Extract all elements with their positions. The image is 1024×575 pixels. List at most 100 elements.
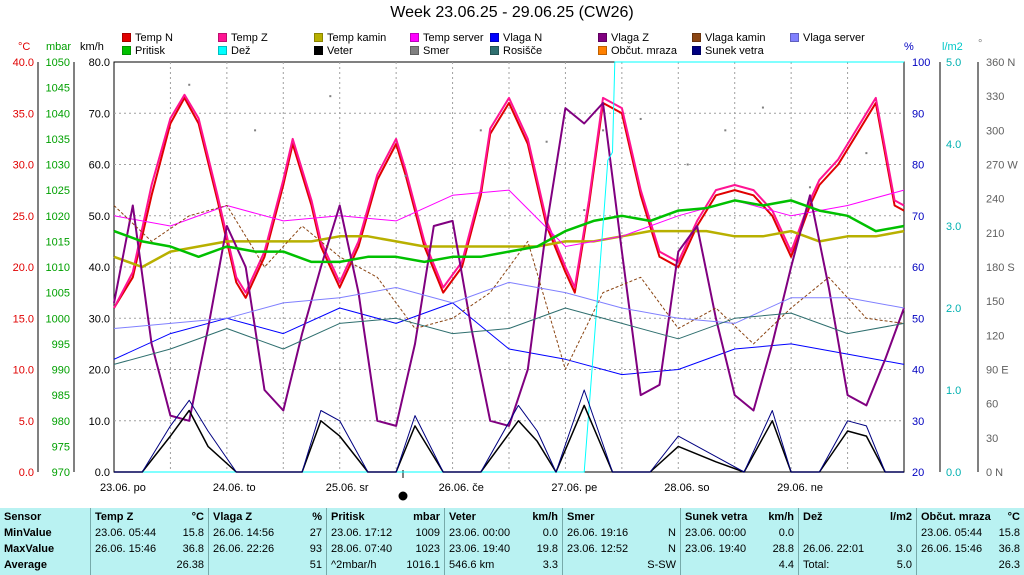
summary-date: 23.06. 05:44 (95, 527, 157, 539)
series-line-de- (114, 61, 904, 473)
legend-swatch (410, 33, 419, 42)
chart-title: Week 23.06.25 - 29.06.25 (CW26) (390, 4, 634, 21)
summary-date: 28.06. 07:40 (331, 543, 393, 555)
legend-item: Vlaga Z (598, 32, 649, 44)
summary-cell-row: ^2mbar/h 1016.1 (331, 557, 440, 573)
tick-label-humidity_pct: 70 (912, 211, 924, 223)
weather-chart: 0.0 5.0 10.0 15.0 20.0 25.0 30.0 35.0 40.0 °C 970 9… (13, 38, 1018, 501)
tick-label-temp_c: 20.0 (13, 262, 34, 274)
summary-column: Smer 26.06. 19:16 N 23.06. 12:52 N S-SW (562, 508, 680, 575)
tick-label-wind_kmh: 50.0 (89, 211, 110, 223)
series-point-smer (545, 140, 548, 143)
summary-value: 36.8 (998, 543, 1020, 555)
summary-cell-row: 26.06. 15:46 36.8 (921, 541, 1020, 557)
legend-label: Pritisk (135, 45, 165, 57)
summary-cell-row: Pritisk mbar (331, 509, 440, 525)
tick-label-direction_deg: 360 N (986, 57, 1015, 69)
series-line-temp-n (113, 96, 905, 309)
summary-date: 23.06. 19:40 (449, 543, 511, 555)
tick-label-wind_kmh: 10.0 (89, 416, 110, 428)
series-point-smer (113, 129, 115, 132)
legend-swatch (490, 33, 499, 42)
summary-value: 4.4 (778, 559, 794, 571)
tick-label-humidity_pct: 60 (912, 262, 924, 274)
legend-swatch (490, 46, 499, 55)
summary-unit: l/m2 (889, 511, 912, 523)
legend-item: Dež (218, 45, 251, 57)
moon-phase-icon (398, 491, 408, 501)
axis-unit-temp_c: °C (18, 41, 30, 53)
tick-label-pressure_mbar: 1015 (46, 236, 70, 248)
legend-label: Sunek vetra (705, 45, 764, 57)
legend-item: Temp N (122, 32, 173, 44)
summary-sensor-name: Smer (567, 511, 595, 523)
legend-label: Občut. mraza (611, 45, 678, 57)
series-line-pritisk (113, 199, 905, 264)
legend-label: Temp kamin (327, 32, 387, 44)
summary-cell-row: 23.06. 12:52 N (567, 541, 676, 557)
tick-label-humidity_pct: 50 (912, 313, 924, 325)
summary-column: Pritisk mbar 23.06. 17:12 1009 28.06. 07:40 1… (326, 508, 444, 575)
summary-sensor-name: Vlaga Z (213, 511, 253, 523)
summary-date: 546.6 km (449, 559, 495, 571)
tick-label-pressure_mbar: 1005 (46, 288, 70, 300)
legend-item: Temp Z (218, 32, 268, 44)
tick-label-pressure_mbar: 1035 (46, 134, 70, 146)
series-point-smer (188, 83, 191, 86)
summary-row-label: MaxValue (4, 543, 55, 555)
tick-label-direction_deg: 120 (986, 330, 1004, 342)
legend-swatch (314, 46, 323, 55)
tick-label-direction_deg: 180 S (986, 262, 1015, 274)
tick-label-pressure_mbar: 970 (52, 467, 70, 479)
summary-cell-row: 26.06. 19:16 N (567, 525, 676, 541)
legend-label: Temp N (135, 32, 173, 44)
x-tick-label: 23.06. po (100, 482, 146, 494)
tick-label-wind_kmh: 70.0 (89, 108, 110, 120)
series-point-smer (865, 152, 868, 155)
tick-label-direction_deg: 270 W (986, 160, 1018, 172)
tick-label-humidity_pct: 100 (912, 57, 930, 69)
summary-value: 1023 (415, 543, 440, 555)
summary-cell-row: 4.4 (685, 557, 794, 573)
tick-label-pressure_mbar: 1050 (46, 57, 70, 69)
series-point-smer (329, 95, 332, 98)
x-tick-label: 28.06. so (664, 482, 709, 494)
summary-cell-row: 28.06. 07:40 1023 (331, 541, 440, 557)
summary-sensor-name: Temp Z (95, 511, 134, 523)
legend-item: Vlaga server (790, 32, 865, 44)
legend-label: Vlaga server (803, 32, 865, 44)
summary-cell-row: 23.06. 19:40 28.8 (685, 541, 794, 557)
summary-cell-row: Vlaga Z% (213, 509, 322, 525)
tick-label-humidity_pct: 40 (912, 365, 924, 377)
tick-label-pressure_mbar: 1025 (46, 185, 70, 197)
series-point-smer (808, 186, 811, 189)
summary-cell-row: 23.06. 00:00 0.0 (685, 525, 794, 541)
legend-item: Sunek vetra (692, 45, 764, 57)
tick-label-rain_lm2: 0.0 (946, 467, 961, 479)
summary-row-labels: Sensor MinValue MaxValue Average (0, 508, 90, 575)
summary-cell-row: S-SW (567, 557, 676, 573)
summary-column: Sunek vetra km/h 23.06. 00:00 0.0 23.06. 19:… (680, 508, 798, 575)
summary-date: ^2mbar/h (331, 559, 377, 571)
tick-label-temp_c: 25.0 (13, 211, 34, 223)
summary-value: N (668, 527, 676, 539)
summary-value: 3.0 (896, 543, 912, 555)
tick-label-rain_lm2: 4.0 (946, 139, 961, 151)
series-line-vlaga-kamin (113, 205, 905, 370)
series-point-smer (254, 129, 257, 132)
summary-cell-row: 26.06. 22:26 93 (213, 541, 322, 557)
summary-date: 26.06. 22:01 (803, 543, 865, 555)
summary-column: Veter km/h 23.06. 00:00 0.0 23.06. 19:40 19.8… (444, 508, 562, 575)
summary-cell-row: 23.06. 05:44 15.8 (95, 525, 204, 541)
tick-label-pressure_mbar: 975 (52, 441, 70, 453)
summary-date: 23.06. 05:44 (921, 527, 983, 539)
tick-label-rain_lm2: 2.0 (946, 303, 961, 315)
summary-value: 1009 (415, 527, 440, 539)
summary-date: 23.06. 17:12 (331, 527, 393, 539)
axis-unit-wind_kmh: km/h (80, 41, 104, 53)
summary-cell-row: Sunek vetra km/h (685, 509, 794, 525)
summary-date: 23.06. 00:00 (685, 527, 747, 539)
tick-label-wind_kmh: 40.0 (89, 262, 110, 274)
summary-cell-row: Dež l/m2 (803, 509, 912, 525)
tick-label-direction_deg: 300 (986, 125, 1004, 137)
